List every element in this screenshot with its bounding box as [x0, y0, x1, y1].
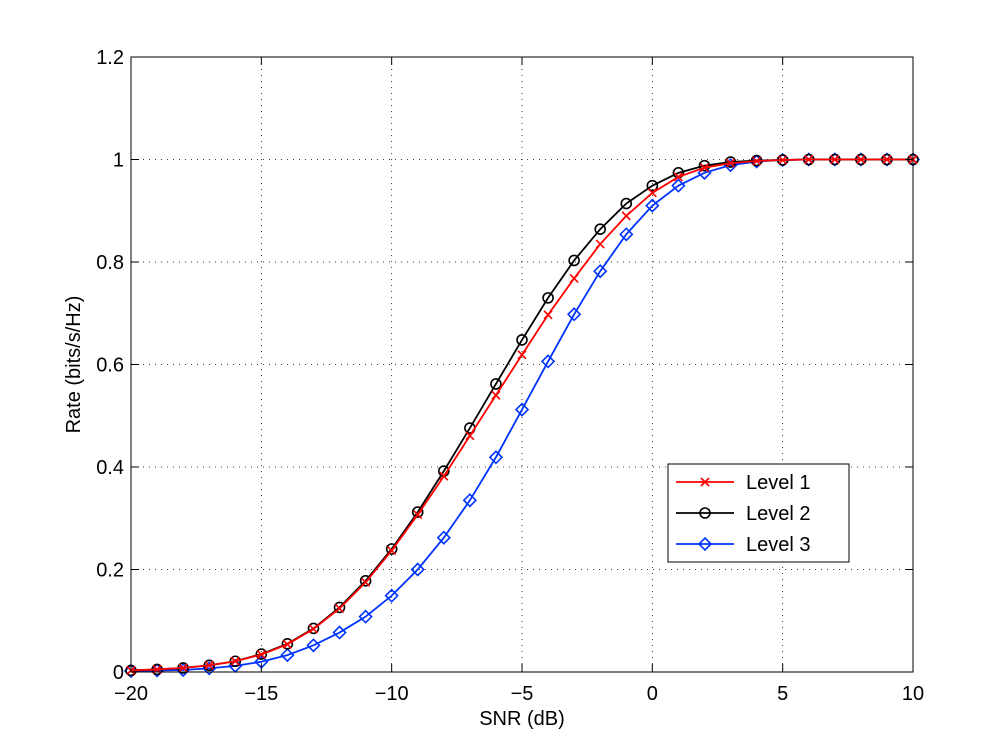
data-point — [333, 601, 346, 614]
x-tick-label: −15 — [244, 683, 278, 705]
data-point — [413, 510, 423, 520]
data-point — [882, 154, 892, 165]
data-point — [752, 156, 762, 166]
y-tick-label: 1 — [113, 150, 124, 172]
x-tick-label: 0 — [647, 683, 658, 705]
data-point — [307, 622, 320, 635]
legend-label-2: Level 2 — [746, 503, 811, 525]
data-point — [647, 188, 657, 198]
data-point — [646, 179, 659, 192]
data-point — [594, 223, 607, 235]
axis-ticks: −20 −15 −10 −5 0 5 10 0 0.2 0.4 0.6 0.8 1 1.2 — [96, 47, 924, 705]
data-point — [334, 603, 345, 614]
data-point — [569, 273, 579, 283]
legend-label-1: Level 1 — [746, 472, 811, 494]
data-point — [567, 307, 582, 322]
data-point — [540, 354, 556, 369]
y-tick-label: 0.8 — [96, 252, 124, 274]
legend-label-3: Level 3 — [746, 534, 811, 556]
data-point — [698, 159, 711, 172]
data-point — [361, 577, 371, 587]
data-point — [358, 609, 373, 624]
series-layer — [123, 152, 921, 679]
data-point — [359, 574, 372, 587]
data-point — [595, 239, 605, 249]
data-point — [542, 292, 554, 304]
x-tick-label: −10 — [375, 683, 409, 705]
data-point — [620, 197, 633, 210]
legend: Level 1 Level 2 Level 3 — [667, 463, 850, 563]
data-point — [204, 660, 214, 670]
y-axis-title: Rate (bits/s/Hz) — [63, 296, 85, 434]
data-point — [280, 647, 295, 663]
data-point — [411, 506, 424, 518]
data-point — [645, 198, 660, 213]
x-tick-label: −5 — [511, 683, 534, 705]
data-point — [830, 154, 840, 165]
data-point — [488, 450, 504, 465]
data-point — [699, 163, 710, 173]
data-point — [671, 178, 686, 193]
data-point — [256, 650, 266, 660]
data-point — [516, 334, 528, 346]
x-tick-label: 10 — [902, 683, 924, 705]
data-point — [856, 154, 866, 165]
data-point — [491, 390, 501, 400]
data-point — [514, 402, 530, 417]
series-1 — [126, 154, 918, 676]
data-point — [621, 211, 631, 221]
data-point — [593, 264, 608, 279]
data-point — [332, 625, 347, 640]
data-point — [387, 545, 397, 556]
y-tick-label: 0.4 — [96, 457, 124, 479]
x-tick-label: 5 — [777, 683, 788, 705]
data-point — [308, 624, 319, 634]
data-point — [568, 254, 580, 267]
legend-marker-2 — [699, 507, 711, 519]
data-point — [282, 639, 292, 649]
data-point — [725, 158, 736, 168]
data-point — [281, 638, 294, 650]
y-tick-label: 0 — [113, 662, 124, 684]
data-point — [619, 227, 634, 242]
data-point — [385, 543, 398, 555]
data-point — [255, 648, 268, 660]
data-point — [778, 155, 788, 165]
data-point — [543, 310, 553, 320]
x-axis-title: SNR (dB) — [479, 708, 565, 730]
data-point — [490, 378, 502, 390]
y-tick-label: 0.2 — [96, 560, 124, 582]
legend-marker-1 — [700, 477, 710, 487]
data-point — [178, 663, 188, 673]
data-point — [804, 154, 814, 165]
y-tick-label: 1.2 — [96, 47, 124, 69]
data-point — [410, 562, 425, 577]
data-point — [465, 431, 475, 441]
legend-box — [667, 463, 850, 563]
grid-lines — [131, 57, 913, 672]
data-point — [673, 172, 683, 182]
data-point — [436, 530, 451, 545]
data-point — [306, 638, 321, 653]
data-point — [462, 493, 477, 508]
data-point — [517, 350, 527, 360]
data-point — [230, 656, 240, 666]
x-tick-label: −20 — [114, 683, 148, 705]
data-point — [439, 471, 449, 481]
legend-marker-3 — [697, 536, 713, 552]
data-point — [384, 588, 399, 603]
y-tick-label: 0.6 — [96, 355, 124, 377]
